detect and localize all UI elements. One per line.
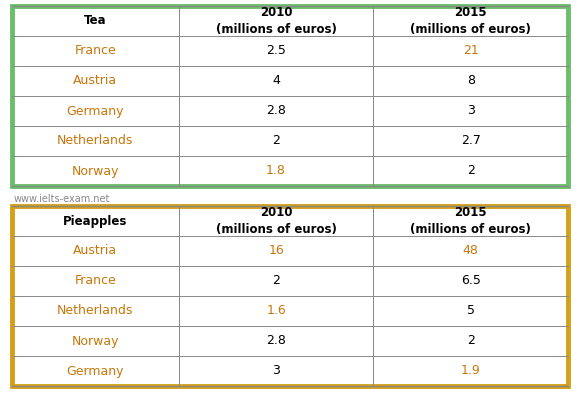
Text: 2: 2 [467,334,474,347]
Text: 2: 2 [467,164,474,178]
Text: 2.8: 2.8 [266,334,286,347]
Text: 1.6: 1.6 [266,305,286,317]
Text: Norway: Norway [72,164,119,178]
Text: 1.9: 1.9 [461,364,481,377]
Text: Austria: Austria [73,74,118,87]
Text: Norway: Norway [72,334,119,347]
Text: 6.5: 6.5 [461,275,481,287]
Text: France: France [74,275,116,287]
Text: www.ielts-exam.net: www.ielts-exam.net [14,194,110,204]
Text: 2: 2 [272,134,280,148]
Text: 2015
(millions of euros): 2015 (millions of euros) [410,7,531,35]
Text: Netherlands: Netherlands [57,305,133,317]
Text: 21: 21 [463,45,478,57]
Bar [12,6,568,186]
Text: 3: 3 [272,364,280,377]
Text: 48: 48 [463,245,478,258]
Text: 8: 8 [467,74,474,87]
Text: 4: 4 [272,74,280,87]
Bar [12,206,568,386]
Text: 2010
(millions of euros): 2010 (millions of euros) [216,7,336,35]
Text: 1.8: 1.8 [266,164,286,178]
Text: 2.8: 2.8 [266,104,286,117]
Text: 2010
(millions of euros): 2010 (millions of euros) [216,206,336,235]
Text: Germany: Germany [67,364,124,377]
Text: Netherlands: Netherlands [57,134,133,148]
Text: Austria: Austria [73,245,118,258]
Text: 16: 16 [268,245,284,258]
Text: Pieapples: Pieapples [63,215,128,228]
Text: 2015
(millions of euros): 2015 (millions of euros) [410,206,531,235]
Text: 3: 3 [467,104,474,117]
Text: 2.7: 2.7 [461,134,481,148]
Text: 2.5: 2.5 [266,45,286,57]
Text: France: France [74,45,116,57]
Text: 5: 5 [467,305,474,317]
Text: Tea: Tea [84,15,107,27]
Text: 2: 2 [272,275,280,287]
Text: Germany: Germany [67,104,124,117]
